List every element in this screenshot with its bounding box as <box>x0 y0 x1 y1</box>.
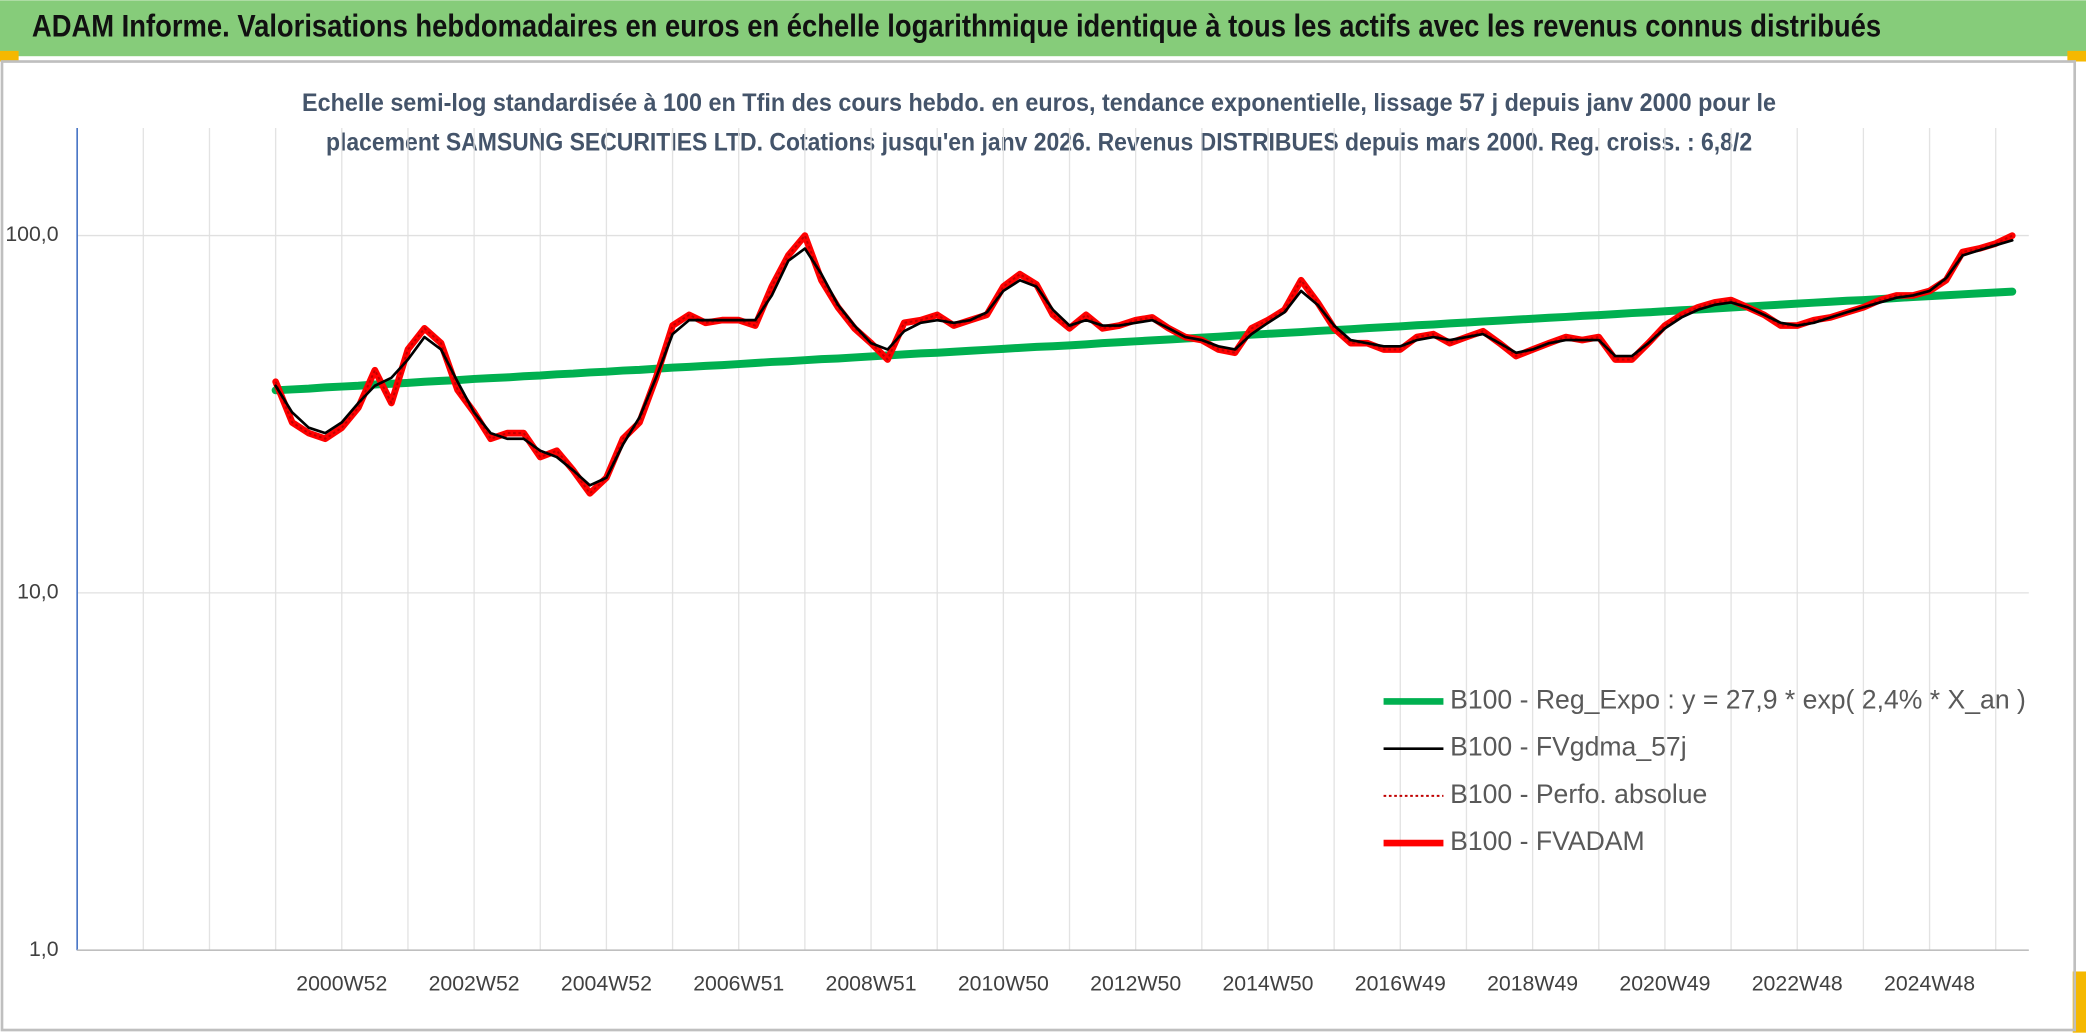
x-tick-label: 2004W52 <box>561 971 652 995</box>
series-line <box>274 234 2013 495</box>
y-tick-label: 1,0 <box>29 937 59 961</box>
corner-mark <box>0 50 19 62</box>
chart-title: Echelle semi-log standardisée à 100 en T… <box>302 89 1776 117</box>
x-tick-label: 2012W50 <box>1090 971 1181 995</box>
series-line <box>274 238 2014 487</box>
x-tick-label: 2018W49 <box>1487 971 1578 995</box>
legend-label: B100 - FVADAM <box>1450 826 1645 856</box>
header-band <box>0 0 2086 57</box>
page-title: ADAM Informe. Valorisations hebdomadaire… <box>32 8 1881 44</box>
x-tick-label: 2008W51 <box>826 971 917 995</box>
x-tick-label: 2024W48 <box>1884 971 1975 995</box>
frame <box>0 60 2077 1032</box>
x-tick-label: 2002W52 <box>429 971 520 995</box>
y-tick-label: 100,0 <box>5 222 58 246</box>
x-tick-label: 2016W49 <box>1355 971 1446 995</box>
y-tick-label: 10,0 <box>17 580 58 604</box>
legend-label: B100 - Perfo. absolue <box>1450 779 1707 809</box>
series-line <box>271 287 2017 395</box>
x-tick-label: 2006W51 <box>693 971 784 995</box>
chart-title: placement SAMSUNG SECURITIES LTD. Cotati… <box>326 129 1752 157</box>
corner-mark <box>2072 971 2086 1033</box>
corner-mark <box>2067 50 2086 62</box>
x-tick-label: 2014W50 <box>1222 971 1313 995</box>
x-tick-label: 2010W50 <box>958 971 1049 995</box>
x-tick-label: 2000W52 <box>296 971 387 995</box>
legend-label: B100 - FVgdma_57j <box>1450 732 1687 762</box>
x-tick-label: 2022W48 <box>1752 971 1843 995</box>
x-tick-label: 2020W49 <box>1619 971 1710 995</box>
legend-label: B100 - Reg_Expo : y = 27,9 * exp( 2,4% *… <box>1450 684 2026 714</box>
